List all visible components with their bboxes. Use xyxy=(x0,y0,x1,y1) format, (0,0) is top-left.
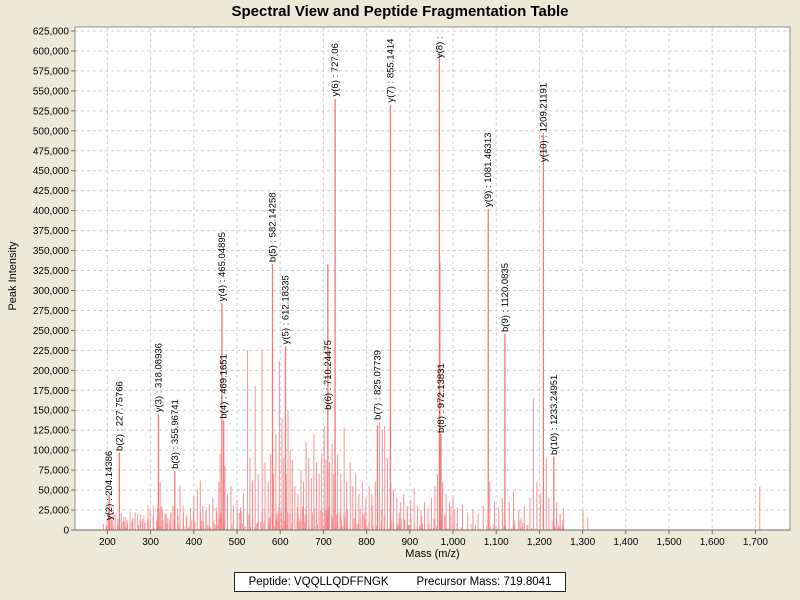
y-tick-label: 75,000 xyxy=(38,466,69,477)
y-tick-label: 600,000 xyxy=(33,46,70,57)
peak-annotation: y(4) : 465.04895 xyxy=(217,232,228,301)
x-tick-label: 1,000 xyxy=(441,537,466,546)
x-tick-label: 500 xyxy=(229,537,246,546)
y-tick-label: 475,000 xyxy=(33,146,70,157)
peak-annotation: b(2) : 227.75766 xyxy=(114,381,125,451)
y-tick-label: 500,000 xyxy=(33,126,70,137)
peptide-info-box: Peptide: VQQLLQDFFNGK Precursor Mass: 719… xyxy=(233,572,567,592)
peak-annotation: b(3) : 355.96741 xyxy=(170,399,181,469)
x-tick-label: 200 xyxy=(99,537,116,546)
y-tick-label: 375,000 xyxy=(33,226,70,237)
peak-annotation: b(9) : 1120.0835 xyxy=(500,263,511,332)
peak-annotation: b(6) : 710.24475 xyxy=(323,340,334,410)
y-tick-label: 0 xyxy=(63,526,69,537)
peak-annotation: y(10) : 1209.21191 xyxy=(538,83,549,162)
x-tick-label: 700 xyxy=(315,537,332,546)
peak-annotation: b(8) : 972.13831 xyxy=(436,363,447,433)
y-tick-label: 425,000 xyxy=(33,186,70,197)
y-tick-label: 325,000 xyxy=(33,266,70,277)
x-tick-label: 1,300 xyxy=(570,537,595,546)
y-tick-label: 175,000 xyxy=(33,386,70,397)
y-tick-label: 550,000 xyxy=(33,86,70,97)
peak-annotation: b(7) : 825.07739 xyxy=(372,350,383,420)
y-tick-label: 100,000 xyxy=(33,446,70,457)
x-tick-label: 1,500 xyxy=(657,537,682,546)
peak-annotation: y(5) : 612.18335 xyxy=(280,275,291,344)
peak-annotation: y(2) : 204.14386 xyxy=(104,451,115,520)
y-tick-label: 150,000 xyxy=(33,406,70,417)
y-tick-label: 250,000 xyxy=(33,326,70,337)
y-tick-label: 275,000 xyxy=(33,306,70,317)
peptide-info-panel: Peptide: VQQLLQDFFNGK Precursor Mass: 719… xyxy=(0,572,800,592)
y-tick-label: 300,000 xyxy=(33,286,70,297)
y-tick-label: 400,000 xyxy=(33,206,70,217)
x-axis-title: Mass (m/z) xyxy=(405,548,460,560)
chart-title: Spectral View and Peptide Fragmentation … xyxy=(231,3,569,20)
x-tick-label: 600 xyxy=(272,537,289,546)
peak-annotation: b(4) : 469.1651 xyxy=(219,354,230,418)
peak-annotation: y(8) : xyxy=(434,37,445,59)
y-tick-label: 575,000 xyxy=(33,66,70,77)
peak-annotation: b(5) : 582.14258 xyxy=(267,192,278,262)
y-tick-label: 350,000 xyxy=(33,246,70,257)
y-tick-label: 125,000 xyxy=(33,426,70,437)
x-tick-label: 800 xyxy=(358,537,375,546)
x-tick-label: 300 xyxy=(142,537,159,546)
y-tick-label: 625,000 xyxy=(33,27,70,38)
x-tick-label: 1,600 xyxy=(700,537,725,546)
peak-annotation: y(9) : 1081.46313 xyxy=(483,133,494,207)
y-tick-label: 225,000 xyxy=(33,346,70,357)
peak-annotation: y(6) : 727.06 xyxy=(330,43,341,96)
x-tick-label: 1,400 xyxy=(613,537,638,546)
y-tick-label: 50,000 xyxy=(38,486,69,497)
y-tick-label: 25,000 xyxy=(38,506,69,517)
peak-annotation: y(3) : 318.08936 xyxy=(153,343,164,412)
x-tick-label: 900 xyxy=(401,537,418,546)
y-tick-label: 525,000 xyxy=(33,106,70,117)
y-tick-label: 200,000 xyxy=(33,366,70,377)
peak-annotation: y(7) : 855.1414 xyxy=(385,39,396,103)
peptide-sequence-label: Peptide: VQQLLQDFFNGK xyxy=(248,576,389,588)
peak-annotation: b(10) : 1233.24951 xyxy=(549,375,560,455)
x-tick-label: 1,100 xyxy=(484,537,509,546)
y-tick-label: 450,000 xyxy=(33,166,70,177)
x-tick-label: 1,200 xyxy=(527,537,552,546)
x-tick-label: 1,700 xyxy=(743,537,768,546)
x-tick-label: 400 xyxy=(185,537,202,546)
precursor-mass-label: Precursor Mass: 719.8041 xyxy=(416,576,552,588)
